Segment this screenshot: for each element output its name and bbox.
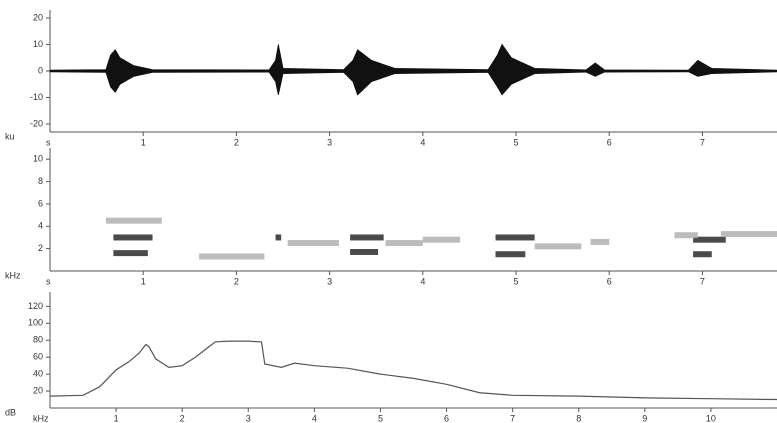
y-tick-label: 20 [33, 385, 43, 395]
x-tick-label: 6 [607, 137, 612, 147]
spectrogram-patch [721, 231, 777, 237]
x-tick-label: 5 [514, 137, 519, 147]
y-axis-label: ku [5, 131, 15, 141]
x-tick-label: 4 [420, 137, 425, 147]
x-tick-label: 2 [180, 413, 185, 423]
x-tick-label: 6 [607, 276, 612, 286]
y-tick-label: 10 [33, 154, 43, 164]
spectrogram-patch [113, 234, 152, 240]
x-tick-label: 1 [141, 276, 146, 286]
x-tick-label: 4 [312, 413, 317, 423]
waveform-envelope [50, 44, 777, 71]
y-tick-label: 4 [38, 221, 43, 231]
x-tick-label: 7 [510, 413, 515, 423]
spectrum-line [50, 341, 777, 399]
y-tick-label: 80 [33, 335, 43, 345]
y-tick-label: 60 [33, 352, 43, 362]
spectrogram-patch [113, 250, 147, 256]
x-tick-label: 1 [141, 137, 146, 147]
y-tick-label: -20 [30, 118, 43, 128]
y-tick-label: 10 [33, 39, 43, 49]
x-tick-label: 7 [700, 137, 705, 147]
x-tick-label: 7 [700, 276, 705, 286]
spectrogram-patch [350, 234, 384, 240]
chart: -20-10010201234567kus2468101234567kHzs20… [0, 0, 777, 423]
x-axis-label: kHz [33, 413, 49, 423]
x-tick-label: 8 [576, 413, 581, 423]
x-tick-label: 6 [444, 413, 449, 423]
x-tick-label: 5 [378, 413, 383, 423]
spectrogram-patch [350, 249, 378, 255]
spectrogram-patch [535, 243, 582, 249]
x-tick-label: 3 [246, 413, 251, 423]
spectrogram-patch [288, 240, 339, 246]
y-tick-label: 120 [28, 301, 43, 311]
x-tick-label: 4 [420, 276, 425, 286]
x-tick-label: 1 [114, 413, 119, 423]
x-tick-label: 3 [327, 137, 332, 147]
y-tick-label: 2 [38, 243, 43, 253]
y-tick-label: 8 [38, 176, 43, 186]
x-tick-label: 5 [514, 276, 519, 286]
spectrogram-patch [693, 251, 712, 257]
spectrogram-patch [386, 240, 423, 246]
x-axis-label: s [46, 276, 51, 286]
spectrogram-patch [591, 239, 610, 245]
spectrogram-patch [693, 237, 726, 243]
y-tick-label: 100 [28, 318, 43, 328]
spectrogram-patch [106, 218, 162, 224]
x-tick-label: 3 [327, 276, 332, 286]
spectrogram-patch [496, 251, 526, 257]
x-axis-label: s [46, 137, 51, 147]
y-tick-label: 0 [38, 65, 43, 75]
spectrogram-patch [674, 232, 697, 238]
y-tick-label: 40 [33, 369, 43, 379]
spectrogram-patch [423, 237, 460, 243]
y-axis-label: kHz [5, 270, 21, 280]
x-tick-label: 2 [234, 137, 239, 147]
x-tick-label: 2 [234, 276, 239, 286]
y-tick-label: 6 [38, 198, 43, 208]
x-tick-label: 9 [642, 413, 647, 423]
y-axis-label: dB [5, 407, 16, 417]
waveform-envelope [50, 71, 777, 95]
spectrogram-patch [276, 234, 282, 240]
x-tick-label: 10 [706, 413, 716, 423]
y-tick-label: -10 [30, 92, 43, 102]
spectrogram-patch [199, 253, 264, 259]
spectrogram-patch [496, 234, 535, 240]
y-tick-label: 20 [33, 12, 43, 22]
